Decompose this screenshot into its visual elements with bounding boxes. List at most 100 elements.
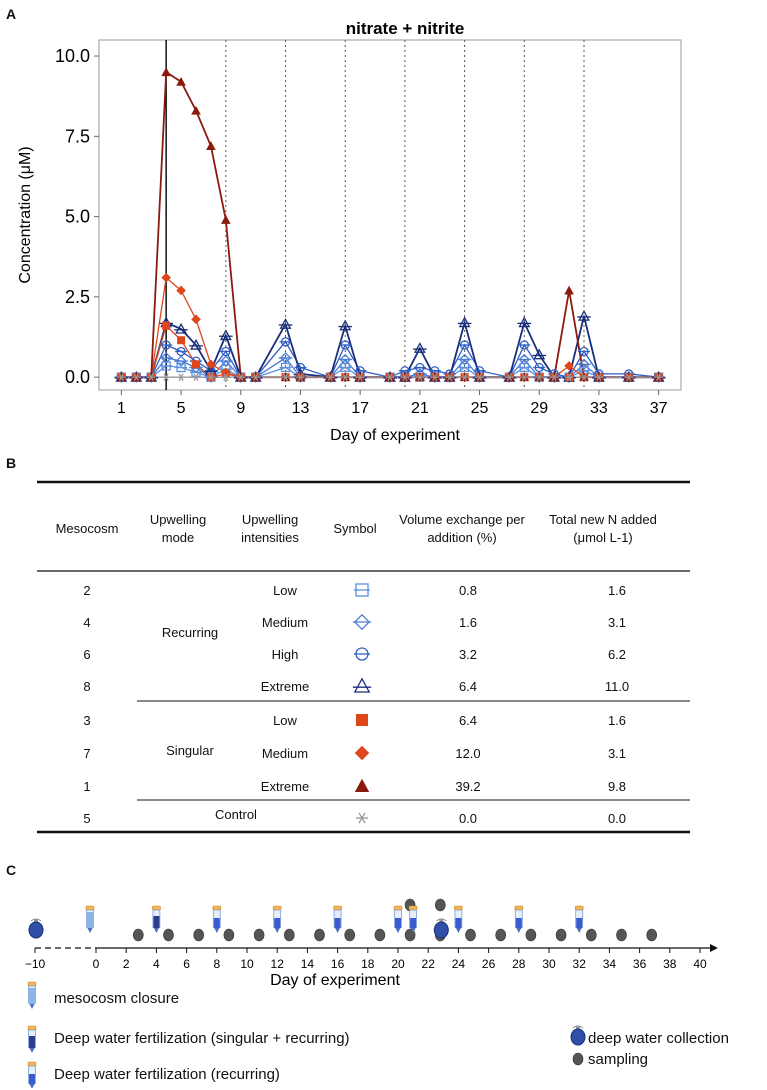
timeline-tick-label: 38: [663, 957, 677, 971]
data-point: [565, 373, 574, 381]
cell-intensity: Low: [273, 583, 297, 598]
cell-n-added: 3.1: [608, 746, 626, 761]
timeline-tick-label: 0: [93, 957, 100, 971]
data-point: [221, 373, 230, 381]
data-point: [356, 373, 365, 381]
data-point: [221, 215, 231, 224]
data-point: [341, 373, 350, 381]
table-row: 4 Medium 1.6 3.1: [83, 613, 626, 631]
data-point: [161, 67, 171, 77]
fertilization-recurring-syringe: [408, 905, 418, 933]
sampling-dot: [585, 928, 597, 942]
data-point: [206, 141, 216, 150]
legend-deep-water: deep water collection: [588, 1030, 729, 1047]
line-chart: nitrate + nitrite 1 5 9 13 17 21 25 29 33 37 0.0 2.…: [17, 19, 682, 444]
cell-volume: 12.0: [455, 746, 480, 761]
cell-symbol: [352, 677, 372, 693]
timeline-tick-label: 16: [331, 957, 345, 971]
column-header: Upwelling mode: [150, 512, 206, 545]
cell-symbol: [352, 613, 372, 631]
group-label-control: Control: [215, 807, 257, 822]
x-tick-label: 13: [292, 400, 310, 417]
fertilization-recurring-syringe: [393, 905, 403, 933]
legend-icons: [27, 981, 37, 1088]
data-point: [162, 321, 171, 330]
column-header: Volume exchange per addition (%): [399, 512, 525, 545]
legend-deep-water-icon: [570, 1025, 586, 1046]
plot-frame: [98, 39, 682, 391]
fertilization-recurring-syringe: [574, 905, 584, 933]
data-point: [458, 340, 471, 350]
legend-icons-right: [570, 1025, 586, 1066]
legend-fert-recurring: Deep water fertilization (recurring): [54, 1066, 280, 1083]
timeline-tick-label: 4: [153, 957, 160, 971]
y-tick-label: 5.0: [65, 207, 90, 227]
data-point: [460, 373, 469, 381]
sampling-dot: [193, 928, 204, 942]
table-row: 3 Low 6.4 1.6: [83, 713, 626, 728]
data-point: [518, 340, 531, 350]
data-point: [177, 336, 186, 345]
cell-mesocosm: 8: [83, 679, 90, 694]
legend-fert-both: Deep water fertilization (singular + rec…: [54, 1030, 350, 1047]
table-row: 6 High 3.2 6.2: [83, 647, 626, 662]
data-point: [520, 373, 529, 381]
cell-intensity: Medium: [262, 615, 308, 630]
data-point: [279, 337, 292, 347]
timeline-x-label: Day of experiment: [270, 972, 400, 989]
timeline-tick-label: 22: [422, 957, 436, 971]
data-point: [176, 285, 186, 296]
data-point: [654, 373, 663, 381]
cell-intensity: Medium: [262, 746, 308, 761]
column-header: Mesocosm: [56, 521, 119, 536]
data-point: [386, 373, 394, 381]
cell-intensity: Extreme: [261, 779, 309, 794]
cell-n-added: 1.6: [608, 583, 626, 598]
sampling-dot: [495, 928, 507, 942]
data-point: [221, 367, 231, 378]
data-point: [517, 316, 532, 328]
x-tick-label: 21: [411, 400, 429, 417]
legend-fert-recurring-icon: [27, 1061, 37, 1088]
data-point: [160, 340, 173, 350]
timeline-tick-label: 8: [213, 957, 220, 971]
sampling-dot: [434, 898, 446, 912]
data-point: [251, 373, 260, 381]
cell-mesocosm: 1: [83, 779, 90, 794]
cell-volume: 3.2: [459, 647, 477, 662]
data-point: [564, 361, 574, 371]
data-point: [147, 373, 156, 381]
x-tick-label: 29: [530, 400, 548, 417]
fertilization-both-syringe: [152, 905, 161, 933]
data-point: [400, 373, 409, 381]
data-point: [219, 355, 233, 367]
legend-closure: mesocosm closure: [54, 990, 180, 1007]
group-label-singular: Singular: [166, 743, 214, 758]
data-point: [594, 373, 603, 381]
sampling-dot: [133, 928, 144, 942]
timeline-tick-label: 36: [633, 957, 647, 971]
cell-volume: 1.6: [459, 615, 477, 630]
timeline-tick-label: 28: [512, 957, 526, 971]
panel-label-c: C: [6, 862, 17, 878]
data-point: [191, 105, 201, 115]
data-point: [339, 340, 352, 350]
x-tick-label: 25: [471, 400, 489, 417]
column-header: Total new N added (μmol L-1): [549, 512, 657, 545]
data-point: [219, 329, 233, 341]
cell-intensity: Extreme: [261, 679, 309, 694]
data-point: [415, 373, 424, 381]
timeline-tick-label: 30: [542, 957, 556, 971]
table-row: 1 Extreme 39.2 9.8: [83, 778, 626, 794]
data-point: [338, 353, 353, 366]
y-tick-label: 0.0: [65, 367, 90, 387]
legend-closure-icon: [27, 981, 37, 1009]
panel-label-a: A: [6, 6, 17, 22]
sampling-dot: [223, 928, 235, 942]
x-tick-label: 1: [117, 400, 126, 417]
cell-mesocosm: 7: [83, 746, 90, 761]
data-point: [175, 346, 188, 357]
fertilization-recurring-syringe: [272, 905, 282, 933]
cell-mesocosm: 6: [83, 647, 90, 662]
data-point: [189, 338, 203, 350]
